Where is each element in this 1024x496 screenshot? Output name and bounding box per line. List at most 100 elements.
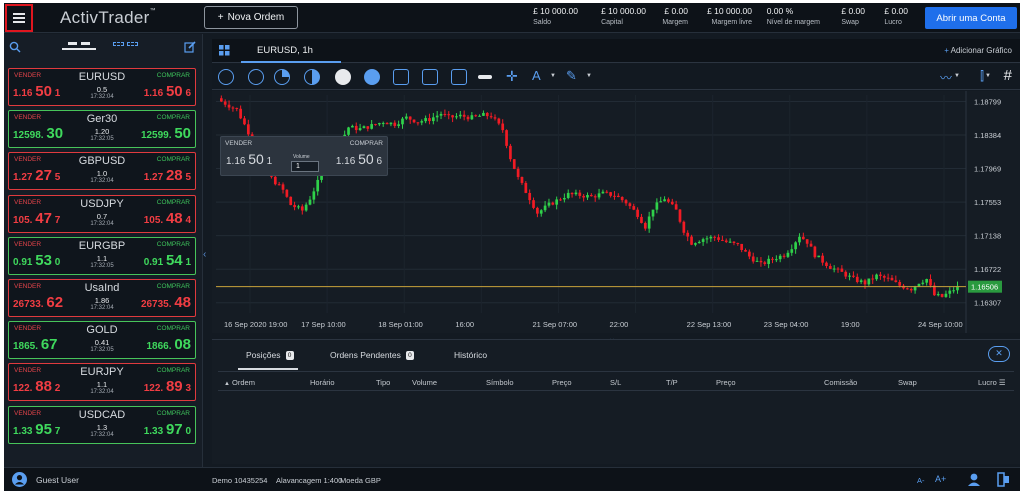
price-chart[interactable]: 1.18799 1.18384 1.17969 1.17553 1.17138 1.167…: [212, 91, 1020, 333]
instrument-card[interactable]: VENDER COMPRAR EURUSD 0.5 17:32:04 1.16 50 1 1…: [8, 68, 196, 106]
sell-price-button[interactable]: 26733. 62: [13, 294, 64, 311]
col-tp[interactable]: T/P: [666, 378, 678, 387]
candle: [374, 124, 377, 126]
buy-price-button[interactable]: 1.27 28 5: [143, 167, 191, 185]
quote-time: 17:32:05: [90, 347, 114, 354]
buy-price-button[interactable]: 26735. 48: [140, 294, 191, 311]
expand-panel-icon[interactable]: ⌄: [608, 333, 616, 343]
candle: [886, 277, 890, 279]
col-price[interactable]: Preço: [552, 378, 572, 387]
volume-input[interactable]: 1: [291, 161, 319, 172]
sell-price-button[interactable]: 0.91 53 0: [13, 251, 61, 269]
col-swap[interactable]: Swap: [898, 378, 917, 387]
sell-price-button[interactable]: 105. 47 7: [13, 209, 61, 227]
open-account-button[interactable]: Abrir uma Conta: [925, 7, 1017, 29]
search-icon[interactable]: [9, 41, 21, 53]
list-icon[interactable]: ☰: [998, 378, 1006, 387]
instrument-card[interactable]: VENDER COMPRAR GOLD 0.41 17:32:05 1865. 67 18…: [8, 321, 196, 360]
instrument-card[interactable]: VENDER COMPRAR Ger30 1.20 17:32:05 12598. 30 …: [8, 110, 196, 149]
chart-tab-eurusd[interactable]: EURUSD, 1h: [241, 39, 341, 63]
draw-tool-dropdown-icon[interactable]: ▼: [586, 73, 592, 79]
instrument-card[interactable]: VENDER COMPRAR USDJPY 0.7 17:32:04 105. 47 7 1…: [8, 194, 196, 233]
candle: [694, 243, 697, 245]
timeframe-icon[interactable]: [218, 69, 234, 85]
logout-icon[interactable]: [997, 472, 1010, 487]
crosshair-icon[interactable]: ✛: [506, 68, 518, 84]
view-toggle-compact[interactable]: [62, 42, 96, 50]
template-icon-2[interactable]: [422, 69, 438, 85]
instrument-card[interactable]: VENDER COMPRAR EURGBP 1.1 17:32:05 0.91 53 0 0…: [8, 236, 196, 275]
tab-pending-orders[interactable]: Ordens Pendentes 0: [330, 350, 414, 361]
col-order[interactable]: ▲ Ordem: [224, 378, 255, 387]
new-order-button[interactable]: + Nova Ordem: [204, 6, 298, 29]
font-decrease-button[interactable]: A-: [917, 476, 925, 485]
sell-price-button[interactable]: 122. 88 2: [13, 378, 61, 396]
chart-type-icon[interactable]: 〰: [939, 71, 952, 85]
widget-buy-price[interactable]: 1.16 50 6: [335, 151, 382, 167]
instrument-card[interactable]: VENDER COMPRAR USDCAD 1.3 17:32:04 1.33 95 7 1…: [8, 405, 196, 444]
indicator-icon[interactable]: [335, 69, 351, 85]
buy-price-button[interactable]: 105. 48 4: [143, 209, 191, 227]
buy-price-button[interactable]: 1.16 50 6: [143, 83, 191, 100]
support-icon[interactable]: [967, 472, 981, 487]
buy-price-button[interactable]: 1.33 97 0: [143, 420, 191, 438]
candlestick-chart[interactable]: 1.18799 1.18384 1.17969 1.17553 1.17138 1.167…: [212, 91, 1020, 333]
buy-price-button[interactable]: 122. 89 3: [143, 378, 191, 396]
grid-toggle-icon[interactable]: #: [1003, 67, 1012, 84]
text-tool-icon[interactable]: A: [532, 68, 541, 83]
col-time[interactable]: Horário: [310, 378, 335, 387]
sell-price-button[interactable]: 1.27 27 5: [13, 167, 61, 185]
pie-icon[interactable]: [274, 69, 290, 85]
buy-price-button[interactable]: 12599. 50: [140, 125, 191, 143]
candle: [420, 121, 424, 123]
template-icon-3[interactable]: [451, 69, 467, 85]
col-profit[interactable]: Lucro ☰: [978, 378, 1006, 387]
font-increase-button[interactable]: A+: [935, 474, 947, 484]
instrument-card[interactable]: VENDER COMPRAR UsaInd 1.86 17:32:04 26733. 62…: [8, 279, 196, 317]
candles-dropdown-icon[interactable]: ▼: [985, 73, 991, 79]
half-circle-icon[interactable]: [304, 69, 320, 85]
col-volume[interactable]: Volume: [412, 378, 438, 387]
col-symbol[interactable]: Símbolo: [486, 378, 514, 387]
draw-tool-icon[interactable]: ✎: [566, 68, 577, 83]
col-current-price[interactable]: Preço: [716, 378, 736, 387]
add-chart-button[interactable]: + Adicionar Gráfico: [944, 46, 1012, 55]
user-avatar-icon[interactable]: [12, 472, 27, 487]
candle: [859, 280, 863, 283]
tab-history[interactable]: Histórico: [454, 350, 488, 360]
menu-icon[interactable]: [5, 4, 33, 32]
candle: [898, 282, 902, 286]
col-commission[interactable]: Comissão: [824, 378, 858, 387]
sell-price-button[interactable]: 1865. 67: [13, 336, 58, 354]
widget-sell-price[interactable]: 1.16 50 1: [226, 151, 273, 167]
sell-price-button[interactable]: 1.33 95 7: [13, 420, 61, 438]
template-icon-1[interactable]: [393, 69, 409, 85]
sell-price-button[interactable]: 1.16 50 1: [13, 83, 61, 100]
close-all-icon[interactable]: ✕: [988, 346, 1010, 362]
line-tool-icon[interactable]: [478, 75, 492, 79]
col-sl[interactable]: S/L: [610, 378, 622, 387]
edit-icon[interactable]: [184, 41, 196, 53]
instrument-card[interactable]: VENDER COMPRAR EURJPY 1.1 17:32:04 122. 88 2 1…: [8, 363, 196, 402]
filled-circle-icon[interactable]: [364, 69, 380, 85]
candle: [751, 256, 755, 262]
quote-time: 17:32:04: [90, 178, 114, 185]
candle: [875, 274, 878, 280]
view-toggle-expanded[interactable]: [108, 42, 142, 48]
one-click-trade-widget: VENDER COMPRAR 1.16 50 1 1.16 50 6 Volum…: [220, 136, 388, 176]
collapse-panel-icon[interactable]: ‹: [203, 249, 207, 260]
candles-icon[interactable]: ⫿: [980, 69, 984, 83]
candle: [771, 258, 774, 260]
layout-grid-icon[interactable]: [219, 45, 230, 56]
tab-positions[interactable]: Posições 0: [246, 350, 294, 361]
instrument-card[interactable]: VENDER COMPRAR GBPUSD 1.0 17:32:04 1.27 27 5 1…: [8, 152, 196, 191]
buy-price-button[interactable]: 0.91 54 1: [143, 251, 191, 269]
chart-clock-icon[interactable]: [248, 69, 264, 85]
col-type[interactable]: Tipo: [376, 378, 391, 387]
sell-price-button[interactable]: 12598. 30: [13, 125, 64, 143]
buy-price-button[interactable]: 1866. 08: [146, 336, 192, 354]
candle: [667, 199, 670, 202]
chart-type-dropdown-icon[interactable]: ▼: [954, 73, 960, 79]
text-tool-dropdown-icon[interactable]: ▼: [550, 73, 556, 79]
instrument-symbol: EURJPY: [80, 366, 124, 379]
